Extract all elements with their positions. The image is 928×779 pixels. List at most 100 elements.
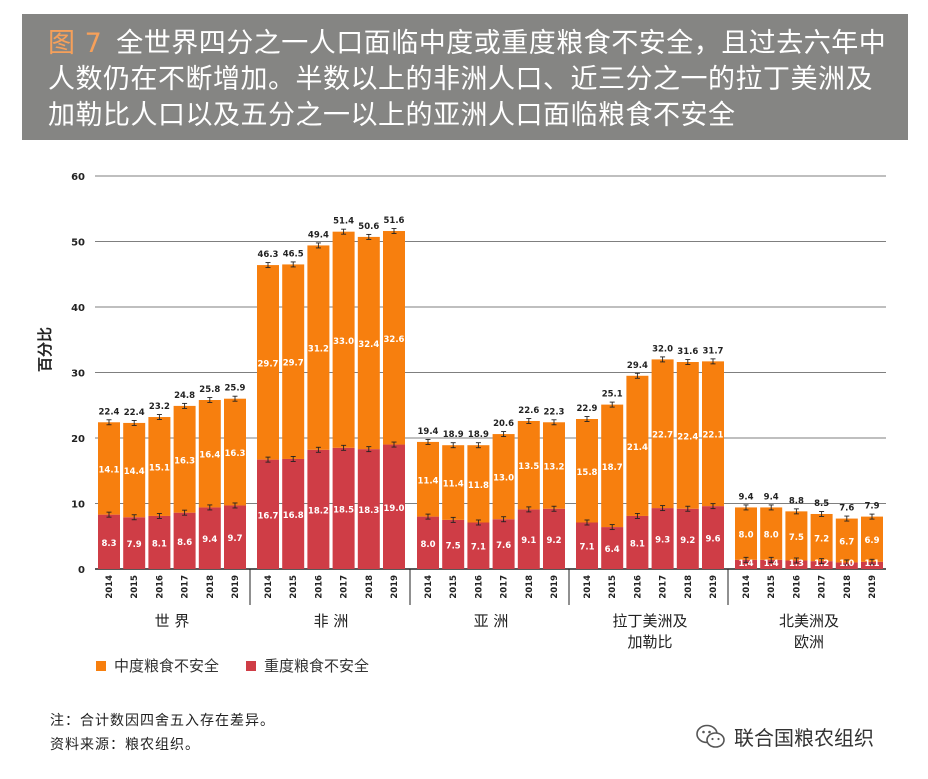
x-tick-label-year: 2018 [684, 575, 694, 599]
x-tick-label-year: 2019 [390, 575, 400, 599]
data-label-moderate: 14.4 [124, 467, 145, 477]
legend-label-severe: 重度粮食不安全 [264, 657, 370, 675]
data-label-total: 22.9 [577, 404, 598, 414]
data-label-severe: 9.1 [521, 536, 536, 546]
bar-moderate [626, 375, 649, 516]
group-label: 拉丁美洲及 [612, 612, 687, 630]
data-label-severe: 8.6 [177, 538, 192, 548]
footnote: 注：合计数因四舍五入存在差异。 [50, 713, 275, 729]
x-tick-label-year: 2016 [633, 575, 643, 599]
bar-moderate [198, 400, 221, 508]
data-label-severe: 6.4 [605, 545, 620, 555]
data-label-severe: 9.7 [227, 534, 242, 544]
data-label-moderate: 16.3 [174, 456, 195, 466]
bar-severe [861, 561, 883, 569]
y-tick-label: 40 [71, 303, 85, 314]
bar-severe [467, 522, 490, 569]
data-label-total: 8.5 [814, 499, 829, 509]
bar-moderate [760, 507, 783, 560]
bar-moderate [282, 264, 305, 459]
data-label-total: 7.6 [839, 504, 854, 514]
bar-moderate [835, 518, 858, 563]
data-label-severe: 1.1 [864, 559, 879, 569]
legend-moderate: 中度粮食不安全 [96, 655, 219, 676]
data-label-total: 31.7 [703, 346, 724, 356]
data-label-moderate: 16.3 [225, 449, 246, 459]
bar-moderate [357, 236, 380, 450]
group-label: 非 洲 [314, 612, 349, 630]
data-label-severe: 7.9 [127, 540, 142, 550]
data-label-total: 25.1 [602, 390, 623, 400]
bar-moderate [383, 231, 405, 445]
x-tick-label-year: 2017 [181, 575, 191, 599]
bar-moderate [601, 404, 624, 528]
data-label-moderate: 18.7 [602, 463, 623, 473]
data-label-total: 50.6 [358, 222, 379, 232]
bar-severe [282, 458, 305, 569]
x-tick-label-year: 2016 [474, 575, 484, 599]
data-label-total: 51.4 [333, 217, 354, 227]
brand-watermark: 联合国粮农组织 [696, 722, 874, 751]
bar-severe [576, 522, 598, 569]
y-tick-label: 10 [71, 500, 85, 511]
x-tick-label-year: 2014 [264, 575, 274, 599]
y-axis-label: 百分比 [36, 326, 54, 372]
figure-title-box: 图 7 全世界四分之一人口面临中度或重度粮食不安全，且过去六年中 人数仍在不断增加… [22, 14, 908, 140]
data-label-moderate: 15.1 [149, 463, 170, 473]
data-label-severe: 1.4 [738, 559, 753, 569]
bar-moderate [173, 405, 196, 513]
data-label-total: 7.9 [864, 502, 879, 512]
y-tick-label: 50 [71, 238, 85, 249]
bar-moderate [257, 265, 279, 460]
bar-severe [417, 516, 439, 569]
data-label-total: 23.2 [149, 402, 170, 412]
bar-moderate [676, 362, 699, 509]
data-label-severe: 1.2 [814, 559, 829, 569]
data-label-total: 31.6 [677, 347, 698, 357]
bar-severe [442, 519, 465, 569]
bar-moderate [492, 434, 515, 520]
x-tick-label-year: 2018 [206, 575, 216, 599]
figure-label: 图 7 [48, 28, 103, 59]
x-tick-label-year: 2016 [155, 575, 165, 599]
data-label-moderate: 32.6 [384, 335, 405, 345]
data-label-total: 18.9 [443, 430, 464, 440]
data-label-moderate: 11.4 [443, 480, 464, 490]
bar-severe [543, 508, 565, 569]
x-tick-label-year: 2017 [818, 575, 828, 599]
bar-moderate [148, 417, 171, 516]
data-label-total: 46.5 [283, 249, 304, 259]
bar-severe [224, 505, 246, 569]
data-label-severe: 1.0 [839, 559, 854, 569]
x-tick-label-year: 2015 [289, 575, 299, 599]
x-tick-label-year: 2018 [525, 575, 535, 599]
data-label-total: 9.4 [764, 492, 779, 502]
group-label: 亚 洲 [474, 612, 509, 630]
data-label-moderate: 29.7 [283, 359, 304, 369]
data-label-total: 24.8 [174, 391, 195, 401]
bar-severe [383, 444, 405, 569]
data-label-moderate: 7.5 [789, 533, 804, 543]
data-label-moderate: 33.0 [333, 337, 354, 347]
data-label-moderate: 11.8 [468, 481, 489, 491]
bar-severe [810, 561, 833, 569]
data-label-severe: 16.7 [258, 511, 279, 521]
data-label-severe: 9.2 [546, 536, 561, 546]
legend-label-moderate: 中度粮食不安全 [114, 657, 220, 675]
bar-severe [123, 517, 146, 569]
x-tick-label-year: 2015 [767, 575, 777, 599]
data-label-total: 20.6 [493, 419, 514, 429]
x-tick-label-year: 2015 [449, 575, 459, 599]
brand-name: 联合国粮农组织 [734, 726, 874, 750]
bar-moderate [702, 361, 724, 507]
data-label-moderate: 15.8 [577, 468, 598, 478]
x-tick-label-year: 2017 [340, 575, 350, 599]
bar-severe [785, 560, 808, 569]
y-tick-label: 0 [78, 565, 85, 576]
data-label-total: 19.4 [418, 427, 439, 437]
bar-moderate [810, 513, 833, 562]
data-label-severe: 7.1 [471, 543, 486, 553]
data-label-severe: 18.2 [308, 506, 329, 516]
bar-moderate [332, 231, 355, 448]
